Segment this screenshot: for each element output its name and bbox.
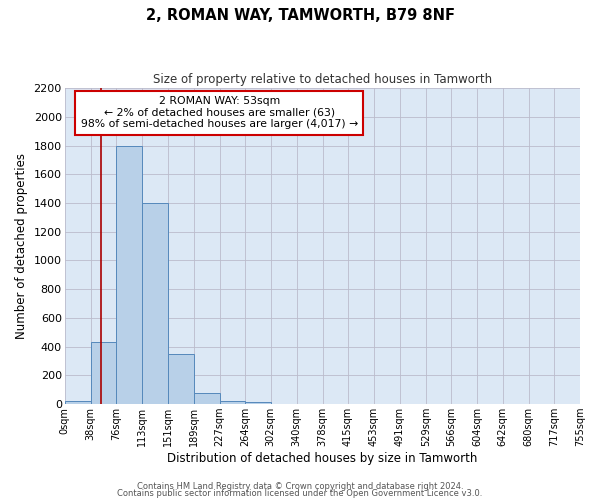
Text: 2, ROMAN WAY, TAMWORTH, B79 8NF: 2, ROMAN WAY, TAMWORTH, B79 8NF: [146, 8, 455, 22]
X-axis label: Distribution of detached houses by size in Tamworth: Distribution of detached houses by size …: [167, 452, 478, 465]
Bar: [167, 354, 194, 404]
Bar: [194, 392, 220, 404]
Bar: [245, 402, 271, 404]
Text: Contains public sector information licensed under the Open Government Licence v3: Contains public sector information licen…: [118, 490, 482, 498]
Bar: [116, 146, 142, 404]
Bar: [91, 342, 116, 404]
Y-axis label: Number of detached properties: Number of detached properties: [15, 153, 28, 339]
Text: 2 ROMAN WAY: 53sqm
← 2% of detached houses are smaller (63)
98% of semi-detached: 2 ROMAN WAY: 53sqm ← 2% of detached hous…: [80, 96, 358, 129]
Title: Size of property relative to detached houses in Tamworth: Size of property relative to detached ho…: [153, 72, 492, 86]
Bar: [65, 402, 91, 404]
Bar: [220, 400, 245, 404]
Text: Contains HM Land Registry data © Crown copyright and database right 2024.: Contains HM Land Registry data © Crown c…: [137, 482, 463, 491]
Bar: [142, 203, 167, 404]
